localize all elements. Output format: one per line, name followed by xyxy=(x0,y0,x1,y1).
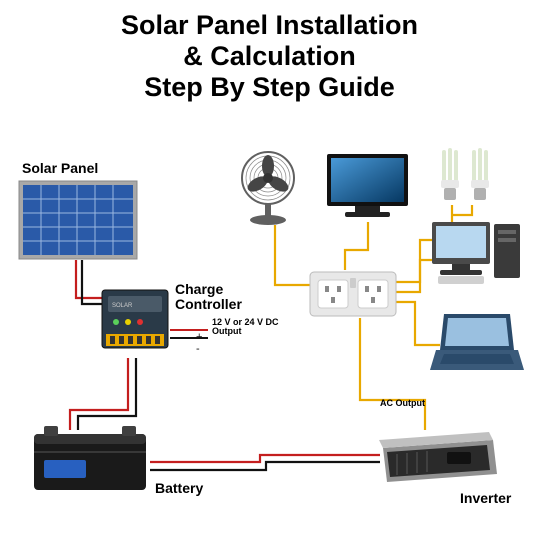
battery-label: Battery xyxy=(155,480,203,496)
desktop-icon xyxy=(430,218,528,286)
power-outlet xyxy=(308,270,398,318)
charge-controller: SOLAR xyxy=(100,288,170,358)
tv-icon xyxy=(325,152,410,222)
title-line-2: & Calculation xyxy=(0,41,539,72)
solar-panel-label: Solar Panel xyxy=(22,160,98,176)
fan-icon xyxy=(235,150,305,228)
ac-output-label: AC Output xyxy=(380,398,425,408)
inverter xyxy=(375,430,500,490)
inverter-label: Inverter xyxy=(460,490,511,506)
battery xyxy=(30,420,150,495)
bulbs-icon xyxy=(428,148,496,208)
diagram-title: Solar Panel Installation & Calculation S… xyxy=(0,0,539,103)
charge-controller-label: Charge Controller xyxy=(175,282,242,311)
title-line-1: Solar Panel Installation xyxy=(0,10,539,41)
laptop-icon xyxy=(430,310,525,378)
svg-text:+: + xyxy=(196,331,202,343)
dc-output-label: 12 V or 24 V DC Output xyxy=(212,318,279,337)
title-line-3: Step By Step Guide xyxy=(0,72,539,103)
solar-panel xyxy=(18,180,138,260)
svg-text:-: - xyxy=(196,343,200,355)
svg-text:SOLAR: SOLAR xyxy=(112,303,133,309)
